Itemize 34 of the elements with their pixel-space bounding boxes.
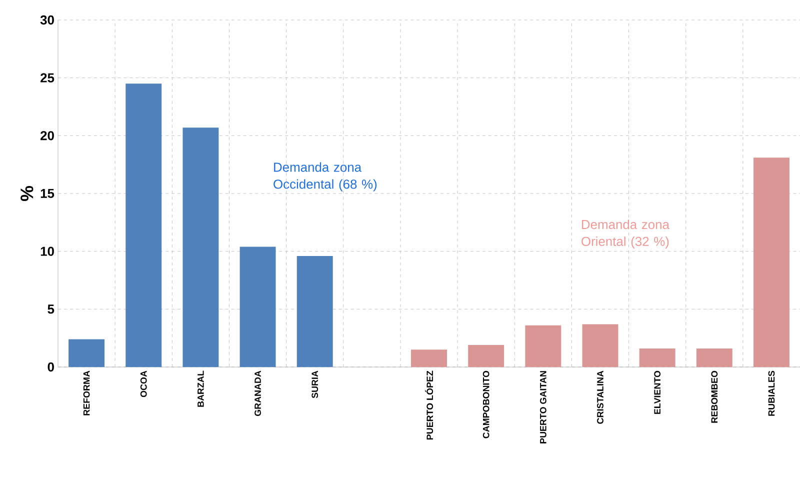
bar	[240, 246, 276, 367]
bar	[411, 350, 447, 367]
x-tick-label: PUERTO GAITAN	[540, 371, 546, 444]
bar	[468, 345, 504, 367]
y-tick-label: 20	[40, 131, 54, 140]
x-tick-label: BARZAL	[198, 370, 204, 407]
bar	[525, 325, 562, 367]
x-tick-label: ELVIENTO	[654, 370, 660, 414]
bar	[696, 348, 732, 367]
x-tick-label: SURIA	[312, 370, 318, 398]
x-tick-label: CRISTALINA	[597, 370, 604, 424]
annotation: Demanda zona Oriental (32 %)	[582, 220, 670, 249]
y-tick-label: 5	[48, 304, 54, 314]
y-axis-title: %	[20, 186, 34, 202]
bar	[182, 128, 219, 367]
x-tick-label: RUBIALES	[768, 370, 775, 416]
y-tick-label: 0	[48, 362, 54, 372]
bar	[639, 348, 676, 367]
x-tick-label: GRANADA	[254, 370, 261, 416]
x-tick-label: CAMPOBONITO	[482, 370, 490, 438]
bar	[126, 84, 162, 367]
bar	[296, 256, 333, 367]
x-tick-label: PUERTO LÓPEZ	[424, 370, 434, 440]
bar	[68, 339, 105, 367]
x-tick-label: REBOMBEO	[711, 370, 718, 423]
x-tick-label: OCOA	[140, 370, 147, 398]
y-tick-label: 15	[40, 188, 54, 198]
annotation: Demanda zona Occidental (68 %)	[274, 162, 377, 192]
bar	[753, 158, 790, 367]
bar	[582, 324, 618, 367]
y-tick-label: 25	[40, 73, 54, 82]
y-tick-label: 10	[40, 246, 54, 256]
y-tick-label: 30	[40, 15, 54, 25]
x-tick-label: REFORMA	[83, 370, 90, 416]
